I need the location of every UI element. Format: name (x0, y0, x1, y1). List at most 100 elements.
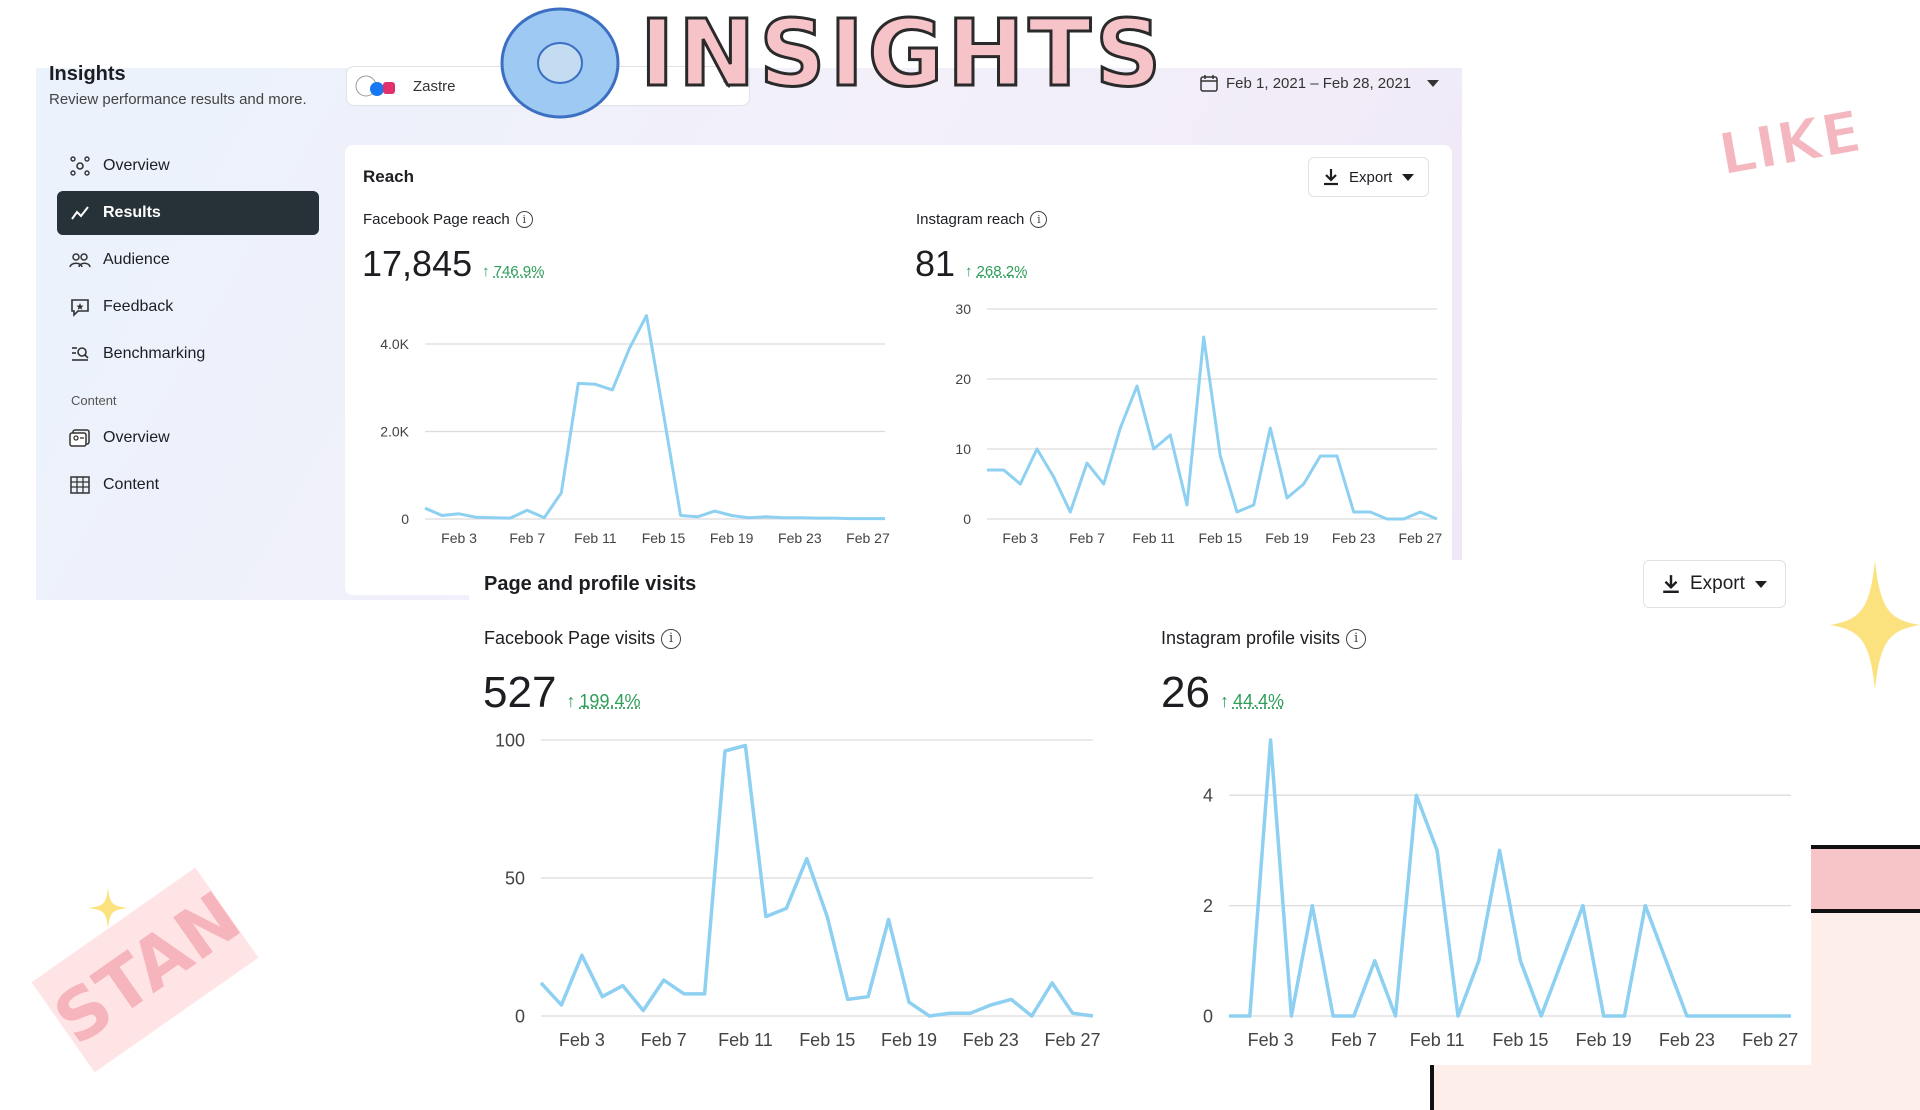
sidebar-item-benchmarking[interactable]: Benchmarking (57, 332, 319, 376)
ig-visits-change-value: 44.4% (1233, 691, 1284, 711)
sparkle-icon (1830, 560, 1920, 690)
ig-reach-metric: 81 ↑268.2% (915, 243, 1027, 285)
overview-icon (69, 155, 91, 177)
sidebar-item-label: Results (103, 204, 161, 222)
download-icon (1662, 574, 1680, 594)
x-tick-label: Feb 11 (1132, 530, 1175, 546)
x-tick-label: Feb 11 (574, 530, 617, 546)
x-tick-label: Feb 7 (1069, 530, 1105, 546)
reach-card: Reach Export Facebook Page reach i 17,84… (345, 145, 1452, 595)
x-tick-label: Feb 27 (1045, 1030, 1101, 1050)
ig-visits-value: 26 (1161, 668, 1210, 718)
x-tick-label: Feb 27 (846, 530, 890, 546)
series-line (541, 746, 1093, 1017)
ig-reach-label: Instagram reach i (916, 211, 1047, 228)
ig-reach-chart: 0 10 20 30 Feb 3 Feb 7 Feb 11 Feb 15 Feb 19 Feb 2… (925, 295, 1445, 555)
sidebar-section-content: Content (57, 379, 319, 416)
y-tick-label: 20 (955, 371, 971, 387)
x-tick-label: Feb 27 (1399, 530, 1443, 546)
x-tick-label: Feb 23 (963, 1030, 1019, 1050)
y-tick-label: 10 (955, 441, 971, 457)
fb-reach-metric: 17,845 ↑746.9% (362, 243, 544, 285)
x-tick-label: Feb 15 (1199, 530, 1243, 546)
fb-reach-value: 17,845 (362, 243, 472, 285)
y-tick-label: 0 (1203, 1006, 1213, 1026)
y-tick-label: 100 (495, 730, 525, 750)
sidebar-item-audience[interactable]: Audience (57, 238, 319, 282)
page-title: Insights (49, 63, 126, 86)
x-tick-label: Feb 19 (1576, 1030, 1632, 1050)
x-tick-label: Feb 11 (718, 1030, 773, 1050)
reach-title: Reach (363, 167, 414, 187)
sidebar-item-results[interactable]: Results (57, 191, 319, 235)
x-tick-label: Feb 19 (1265, 530, 1309, 546)
date-range-picker[interactable]: Feb 1, 2021 – Feb 28, 2021 (1200, 74, 1439, 92)
fb-reach-change-value: 746.9% (494, 263, 545, 280)
arrow-up-icon: ↑ (1220, 691, 1229, 712)
info-icon[interactable]: i (661, 629, 681, 649)
x-tick-label: Feb 7 (1331, 1030, 1377, 1050)
visits-title: Page and profile visits (484, 573, 696, 596)
x-tick-label: Feb 23 (1332, 530, 1376, 546)
feedback-icon (69, 296, 91, 318)
y-tick-label: 0 (515, 1006, 525, 1026)
ig-visits-label: Instagram profile visits i (1161, 628, 1366, 649)
sidebar-item-content-overview[interactable]: Overview (57, 416, 319, 460)
ig-visits-change: ↑44.4% (1220, 691, 1284, 712)
y-tick-label: 0 (401, 511, 409, 527)
sidebar-item-feedback[interactable]: Feedback (57, 285, 319, 329)
export-label: Export (1690, 573, 1745, 595)
x-tick-label: Feb 11 (1410, 1030, 1465, 1050)
sidebar-item-label: Content (103, 476, 159, 494)
y-tick-label: 4.0K (380, 336, 409, 352)
ig-reach-label-text: Instagram reach (916, 211, 1024, 228)
x-tick-label: Feb 15 (799, 1030, 855, 1050)
ig-reach-change: ↑268.2% (965, 263, 1027, 280)
y-tick-label: 50 (505, 868, 525, 888)
y-tick-label: 30 (955, 301, 971, 317)
download-icon (1323, 168, 1339, 186)
sidebar-item-label: Feedback (103, 298, 173, 316)
sidebar-item-label: Benchmarking (103, 345, 205, 363)
small-sparkle-icon (88, 888, 128, 928)
fb-visits-label-text: Facebook Page visits (484, 628, 655, 649)
x-tick-label: Feb 15 (642, 530, 686, 546)
arrow-up-icon: ↑ (482, 263, 490, 280)
x-tick-label: Feb 19 (710, 530, 754, 546)
scrunchie-sticker (498, 4, 622, 122)
x-tick-label: Feb 23 (1659, 1030, 1715, 1050)
x-tick-label: Feb 27 (1742, 1030, 1798, 1050)
fb-visits-metric: 527 ↑199.4% (483, 668, 640, 718)
y-tick-label: 0 (963, 511, 971, 527)
series-line (425, 316, 885, 519)
x-tick-label: Feb 23 (778, 530, 822, 546)
fb-visits-change-value: 199.4% (579, 691, 640, 711)
sidebar-item-content[interactable]: Content (57, 463, 319, 507)
decor-pink-block (1800, 845, 1920, 913)
info-icon[interactable]: i (1346, 629, 1366, 649)
content-table-icon (69, 474, 91, 496)
chevron-down-icon (1402, 174, 1414, 181)
x-tick-label: Feb 7 (641, 1030, 687, 1050)
sidebar-item-label: Audience (103, 251, 170, 269)
ig-visits-metric: 26 ↑44.4% (1161, 668, 1284, 718)
visits-export-button[interactable]: Export (1643, 560, 1786, 608)
ig-visits-label-text: Instagram profile visits (1161, 628, 1340, 649)
benchmarking-icon (69, 343, 91, 365)
x-tick-label: Feb 3 (1002, 530, 1038, 546)
sidebar-item-label: Overview (103, 157, 170, 175)
x-tick-label: Feb 7 (509, 530, 545, 546)
sidebar-item-overview[interactable]: Overview (57, 144, 319, 188)
x-tick-label: Feb 3 (559, 1030, 605, 1050)
ig-reach-change-value: 268.2% (977, 263, 1028, 280)
visits-card: Page and profile visits Export Facebook … (469, 560, 1811, 1065)
results-icon (69, 202, 91, 224)
reach-export-button[interactable]: Export (1308, 157, 1429, 197)
x-tick-label: Feb 3 (1248, 1030, 1294, 1050)
info-icon[interactable]: i (1030, 211, 1047, 228)
sidebar: Overview Results Audience Feedback Bench… (57, 144, 319, 510)
info-icon[interactable]: i (516, 211, 533, 228)
